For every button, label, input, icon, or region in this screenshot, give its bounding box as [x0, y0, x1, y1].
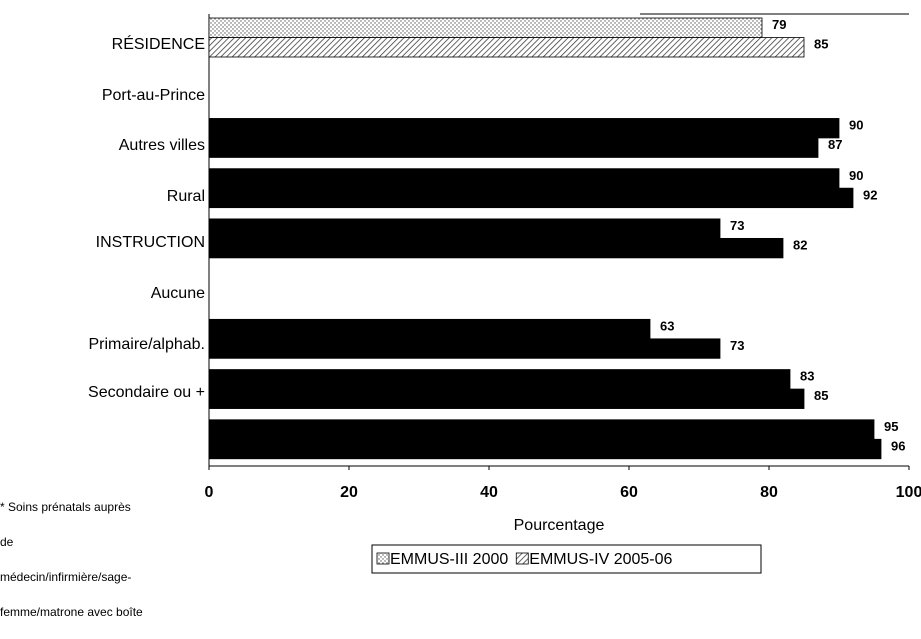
bar	[208, 419, 875, 440]
value-label: 92	[863, 187, 877, 202]
y-tick-label: Secondaire ou +	[88, 384, 205, 401]
value-label: 85	[814, 388, 828, 403]
y-tick-label: Primaire/alphab.	[89, 336, 206, 353]
value-label: 73	[730, 338, 744, 353]
bar	[208, 237, 784, 259]
x-tick-label: 20	[340, 484, 358, 501]
note: * Soins prénatals auprès	[0, 500, 131, 514]
y-tick-label: Port-au-Prince	[102, 87, 205, 104]
y-tick-label: Autres villes	[119, 137, 205, 154]
note: femme/matrone avec boîte	[0, 605, 143, 619]
bar	[208, 187, 854, 209]
bar	[208, 118, 840, 139]
legend-label: EMMUS-IV 2005-06	[529, 551, 672, 568]
bar	[208, 318, 651, 340]
x-tick-label: 80	[760, 484, 778, 501]
legend	[371, 544, 762, 574]
bar	[208, 438, 882, 460]
bar	[208, 218, 721, 239]
value-label: 73	[730, 218, 744, 233]
bar	[208, 168, 840, 189]
note: médecin/infirmière/sage-	[0, 570, 131, 584]
bar	[208, 388, 805, 409]
y-tick-label: RÉSIDENCE	[112, 34, 205, 53]
value-label: 83	[800, 369, 814, 384]
legend-label: EMMUS-III 2000	[390, 551, 508, 568]
bar	[208, 338, 721, 359]
bar	[208, 37, 805, 58]
y-tick-label: Rural	[167, 188, 205, 205]
value-label: 63	[660, 319, 674, 334]
value-label: 90	[849, 168, 863, 183]
bar	[208, 369, 791, 390]
value-label: 96	[891, 438, 905, 453]
x-tick-label: 60	[620, 484, 638, 501]
legend-swatch	[376, 552, 390, 565]
x-axis-label: Pourcentage	[514, 517, 605, 534]
bar	[208, 137, 819, 158]
value-label: 82	[793, 238, 807, 253]
value-label: 90	[849, 118, 863, 133]
value-label: 79	[772, 17, 786, 32]
x-tick-label: 40	[480, 484, 498, 501]
legend-swatch	[515, 552, 529, 565]
value-label: 85	[814, 37, 828, 52]
value-label: 87	[828, 137, 842, 152]
value-label: 95	[884, 419, 898, 434]
x-tick-label: 0	[205, 484, 214, 501]
bar	[208, 17, 763, 38]
y-tick-label: Aucune	[151, 285, 205, 302]
note: de	[0, 535, 14, 549]
y-tick-label: INSTRUCTION	[96, 234, 205, 251]
x-tick-label: 100	[896, 484, 921, 501]
